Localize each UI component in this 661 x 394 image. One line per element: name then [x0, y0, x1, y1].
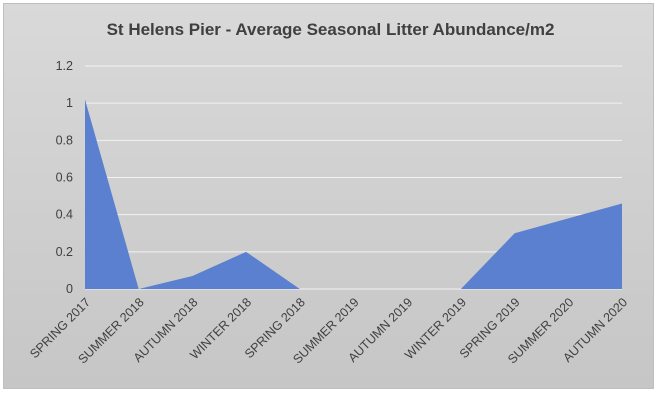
y-tick-label: 0.4 [56, 208, 73, 222]
y-tick-label: 0.6 [56, 171, 73, 185]
area-fill [85, 99, 622, 289]
area-series [84, 99, 623, 290]
y-tick-label: 0.8 [56, 133, 73, 147]
y-axis-ticks: 0 0.2 0.4 0.6 0.8 1 1.2 [56, 59, 73, 296]
chart-title: St Helens Pier - Average Seasonal Litter… [106, 20, 555, 39]
y-tick-label: 0.2 [56, 245, 73, 259]
y-tick-label: 1.2 [56, 59, 73, 73]
y-tick-label: 1 [66, 96, 73, 110]
y-tick-label: 0 [66, 282, 73, 296]
